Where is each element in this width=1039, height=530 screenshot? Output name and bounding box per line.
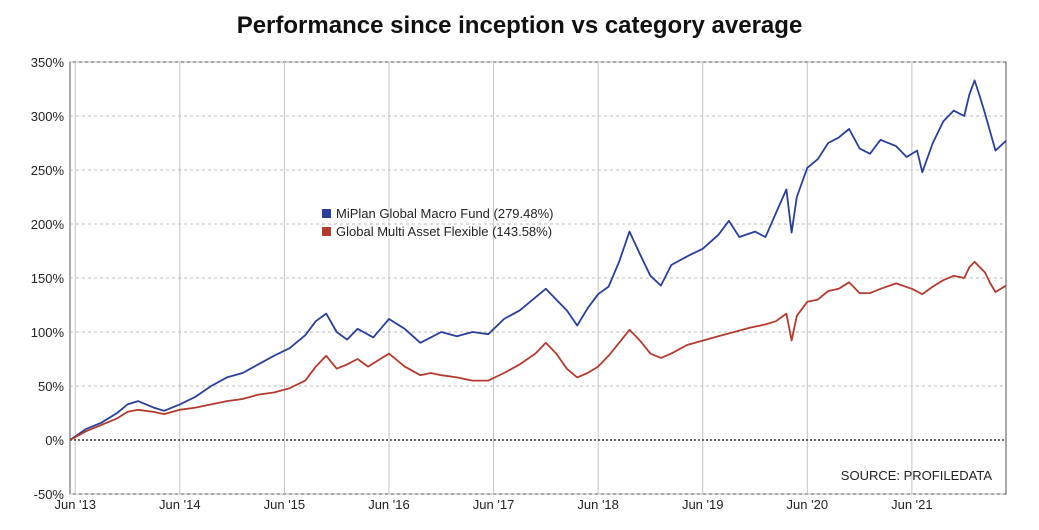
y-tick-label: 300%	[31, 109, 65, 124]
legend-swatch	[322, 209, 331, 218]
x-tick-label: Jun '20	[787, 497, 829, 512]
y-tick-label: 100%	[31, 325, 65, 340]
chart-title: Performance since inception vs category …	[236, 12, 803, 39]
series-line-1	[69, 260, 1007, 441]
x-tick-label: Jun '18	[577, 497, 619, 512]
series-lines	[69, 79, 1007, 441]
y-tick-label: 50%	[38, 379, 64, 394]
source-label: SOURCE: PROFILEDATA	[841, 468, 993, 483]
y-tick-label: 350%	[31, 55, 65, 70]
y-tick-label: 0%	[45, 433, 64, 448]
y-tick-label: -50%	[34, 487, 65, 502]
series-line-0	[69, 79, 1007, 441]
gridlines	[70, 61, 1006, 495]
x-tick-label: Jun '13	[54, 497, 96, 512]
y-tick-label: 200%	[31, 217, 65, 232]
x-axis-ticks: Jun '13 Jun '14 Jun '15 Jun '16 Jun '17 Jun '…	[54, 497, 932, 512]
legend-swatch	[322, 227, 331, 236]
x-tick-label: Jun '14	[159, 497, 201, 512]
legend: MiPlan Global Macro Fund (279.48%) Global…	[322, 206, 554, 239]
y-axis-ticks: 350% 300% 250% 200% 150% 100% 50% 0% -50%	[31, 55, 65, 502]
x-tick-label: Jun '19	[682, 497, 724, 512]
y-tick-label: 150%	[31, 271, 65, 286]
x-tick-label: Jun '16	[368, 497, 410, 512]
x-tick-label: Jun '21	[891, 497, 933, 512]
legend-label: MiPlan Global Macro Fund (279.48%)	[336, 206, 554, 221]
x-tick-label: Jun '17	[473, 497, 515, 512]
legend-label: Global Multi Asset Flexible (143.58%)	[336, 224, 552, 239]
x-tick-label: Jun '15	[264, 497, 306, 512]
y-tick-label: 250%	[31, 163, 65, 178]
